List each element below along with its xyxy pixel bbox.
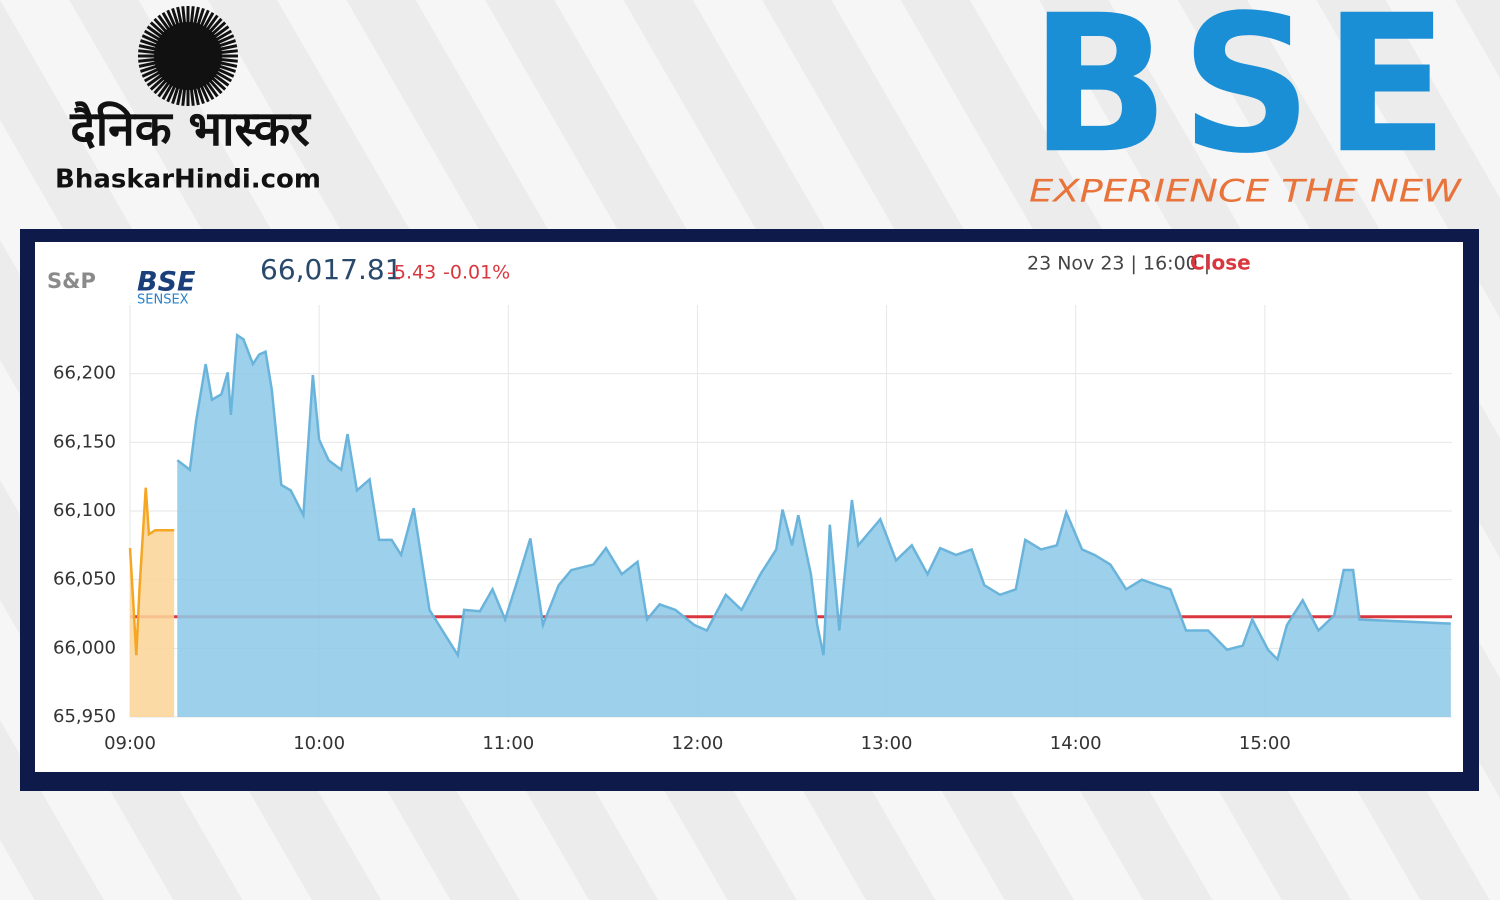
change-pct: -0.01% xyxy=(443,262,510,284)
sun-core xyxy=(154,22,222,90)
y-tick-label: 66,050 xyxy=(53,569,116,590)
x-tick-label: 11:00 xyxy=(482,733,534,754)
timestamp: 23 Nov 23 | 16:00 | xyxy=(1027,253,1210,275)
index-name: SENSEX xyxy=(137,293,189,308)
y-tick-label: 66,000 xyxy=(53,637,116,658)
exchange: BSE xyxy=(137,267,196,298)
price-line xyxy=(128,487,175,656)
status: Close xyxy=(1190,251,1251,275)
x-tick-label: 15:00 xyxy=(1239,733,1291,754)
bse-tagline: EXPERIENCE THE NEW xyxy=(1029,174,1463,210)
change: -5.43 xyxy=(387,262,436,284)
x-tick-label: 12:00 xyxy=(671,733,723,754)
area-fill xyxy=(177,335,1451,717)
y-tick-label: 66,200 xyxy=(53,363,116,384)
hindi-logo: दैनिक भास्कर xyxy=(69,101,312,157)
bse-logo: BSE xyxy=(1030,0,1460,195)
y-tick-label: 66,150 xyxy=(53,431,116,452)
x-tick-label: 13:00 xyxy=(861,733,913,754)
area-fill xyxy=(130,487,175,717)
brand: S&P xyxy=(47,269,96,293)
price-line xyxy=(176,333,1451,662)
x-tick-label: 14:00 xyxy=(1050,733,1102,754)
site-name: BhaskarHindi.com xyxy=(55,165,321,195)
x-tick-label: 09:00 xyxy=(104,733,156,754)
y-tick-label: 66,100 xyxy=(53,500,116,521)
price: 66,017.81 xyxy=(260,253,403,286)
x-tick-label: 10:00 xyxy=(293,733,345,754)
y-tick-label: 65,950 xyxy=(53,706,116,727)
